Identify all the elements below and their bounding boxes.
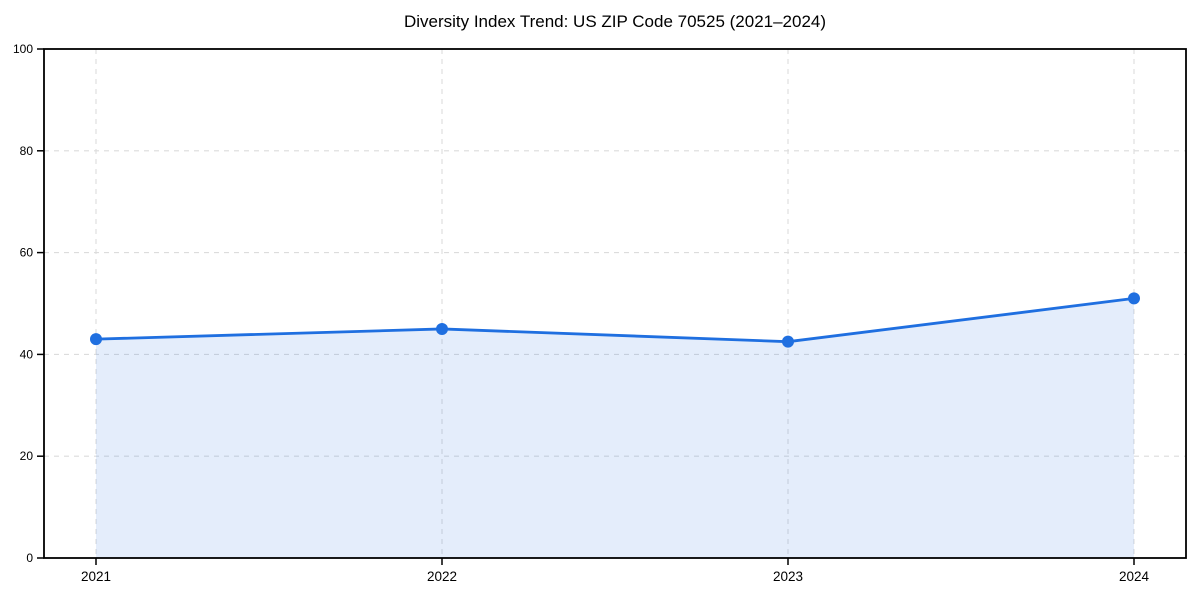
chart-title: Diversity Index Trend: US ZIP Code 70525… bbox=[403, 12, 827, 31]
y-tick-label: 100 bbox=[13, 42, 33, 56]
trend-line bbox=[94, 297, 1136, 344]
x-tick-label: 2021 bbox=[81, 569, 111, 584]
data-point-2024 bbox=[1128, 292, 1140, 305]
data-point-2023 bbox=[782, 335, 794, 348]
area-fill bbox=[96, 298, 1134, 558]
x-tick-label: 2024 bbox=[1119, 569, 1150, 584]
x-tick-label: 2023 bbox=[773, 569, 803, 584]
data-point-2021 bbox=[90, 333, 102, 346]
y-tick-label: 80 bbox=[20, 144, 34, 158]
y-tick-label: 60 bbox=[20, 246, 34, 260]
y-tick-label: 40 bbox=[20, 347, 34, 361]
plot-border bbox=[43, 48, 1187, 559]
y-tick-label: 0 bbox=[26, 551, 33, 565]
data-point-2022 bbox=[436, 322, 448, 335]
y-tick-label: 20 bbox=[20, 449, 34, 463]
x-tick-label: 2022 bbox=[427, 569, 457, 584]
